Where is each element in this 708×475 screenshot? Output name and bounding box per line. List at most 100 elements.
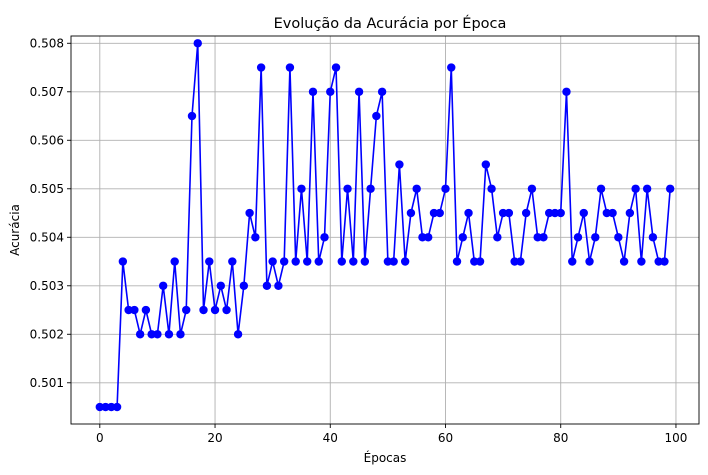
data-point bbox=[637, 257, 646, 266]
data-point bbox=[424, 233, 433, 242]
data-point bbox=[285, 63, 295, 72]
data-point bbox=[297, 184, 306, 193]
x-tick-label: 40 bbox=[323, 431, 338, 445]
y-tick-label: 0.506 bbox=[30, 133, 64, 147]
data-point bbox=[377, 87, 387, 96]
data-point bbox=[447, 63, 456, 72]
data-point bbox=[130, 305, 139, 315]
data-point bbox=[308, 87, 318, 96]
data-point bbox=[141, 305, 151, 315]
data-point bbox=[591, 233, 600, 242]
data-point bbox=[216, 281, 225, 290]
data-point bbox=[493, 233, 502, 242]
x-axis-label: Épocas bbox=[364, 450, 407, 465]
data-point bbox=[545, 208, 554, 218]
data-point bbox=[354, 87, 364, 96]
data-point bbox=[343, 184, 352, 193]
data-point bbox=[498, 208, 508, 218]
y-tick-label: 0.503 bbox=[30, 279, 64, 293]
data-point bbox=[303, 257, 312, 266]
plot-frame bbox=[70, 35, 700, 425]
data-point bbox=[435, 208, 444, 218]
data-point bbox=[118, 257, 128, 266]
data-point bbox=[585, 257, 594, 266]
data-point bbox=[193, 39, 202, 48]
data-point bbox=[521, 208, 531, 218]
data-point bbox=[608, 208, 617, 218]
data-point bbox=[654, 257, 663, 266]
data-point bbox=[470, 257, 479, 266]
y-tick-label: 0.504 bbox=[30, 230, 64, 244]
data-point bbox=[441, 184, 450, 193]
data-point bbox=[562, 87, 571, 96]
data-point bbox=[418, 233, 427, 242]
data-point bbox=[170, 257, 179, 266]
data-point bbox=[383, 257, 393, 266]
data-point bbox=[539, 233, 548, 242]
data-point bbox=[291, 257, 300, 266]
data-point bbox=[475, 257, 485, 266]
data-point bbox=[210, 305, 220, 315]
data-point bbox=[124, 305, 133, 315]
data-point bbox=[602, 208, 612, 218]
data-point bbox=[256, 63, 266, 72]
data-point bbox=[510, 257, 519, 266]
data-point bbox=[337, 257, 346, 266]
data-point bbox=[326, 87, 335, 96]
data-point bbox=[147, 330, 156, 339]
data-point bbox=[614, 233, 623, 242]
data-point bbox=[360, 257, 370, 266]
data-point bbox=[487, 184, 496, 193]
y-tick-label: 0.501 bbox=[30, 376, 64, 390]
data-point bbox=[274, 281, 283, 290]
data-point bbox=[464, 208, 473, 218]
data-point bbox=[412, 184, 421, 193]
data-point bbox=[279, 257, 289, 266]
data-point bbox=[331, 63, 341, 72]
data-point bbox=[251, 233, 260, 242]
y-tick-label: 0.508 bbox=[30, 36, 64, 50]
data-point bbox=[579, 208, 588, 218]
data-point bbox=[164, 330, 174, 339]
data-point bbox=[372, 111, 381, 121]
data-point bbox=[349, 257, 358, 266]
data-point bbox=[389, 257, 398, 266]
axis-ticks: 0 20 40 60 80 100 0.501 0.502 0.503 0.504 0.505 0.5… bbox=[30, 36, 688, 445]
data-point bbox=[533, 233, 542, 242]
data-point bbox=[596, 184, 606, 193]
data-point bbox=[527, 184, 537, 193]
data-point bbox=[648, 233, 658, 242]
data-series bbox=[95, 39, 675, 412]
data-point bbox=[153, 330, 162, 339]
data-point bbox=[550, 208, 560, 218]
data-point bbox=[135, 330, 145, 339]
data-point bbox=[205, 257, 214, 266]
data-point bbox=[642, 184, 652, 193]
data-point bbox=[660, 257, 669, 266]
data-point bbox=[228, 257, 237, 266]
data-point bbox=[429, 208, 439, 218]
data-point bbox=[222, 305, 231, 315]
data-point bbox=[112, 402, 122, 412]
x-tick-label: 0 bbox=[96, 431, 104, 445]
series-line bbox=[99, 42, 671, 408]
data-point bbox=[452, 257, 462, 266]
data-point bbox=[481, 160, 491, 169]
data-point bbox=[245, 208, 254, 218]
data-point bbox=[625, 208, 635, 218]
data-point bbox=[187, 111, 197, 121]
data-point bbox=[395, 160, 404, 169]
data-point bbox=[458, 233, 467, 242]
data-point bbox=[516, 257, 525, 266]
data-point bbox=[631, 184, 640, 193]
data-point bbox=[406, 208, 416, 218]
data-point bbox=[400, 257, 410, 266]
data-point bbox=[158, 281, 168, 290]
x-tick-label: 20 bbox=[207, 431, 222, 445]
y-tick-label: 0.505 bbox=[30, 182, 64, 196]
data-point bbox=[233, 330, 243, 339]
data-point bbox=[568, 257, 577, 266]
data-point bbox=[665, 184, 675, 193]
data-point bbox=[320, 233, 329, 242]
data-point bbox=[199, 305, 208, 315]
